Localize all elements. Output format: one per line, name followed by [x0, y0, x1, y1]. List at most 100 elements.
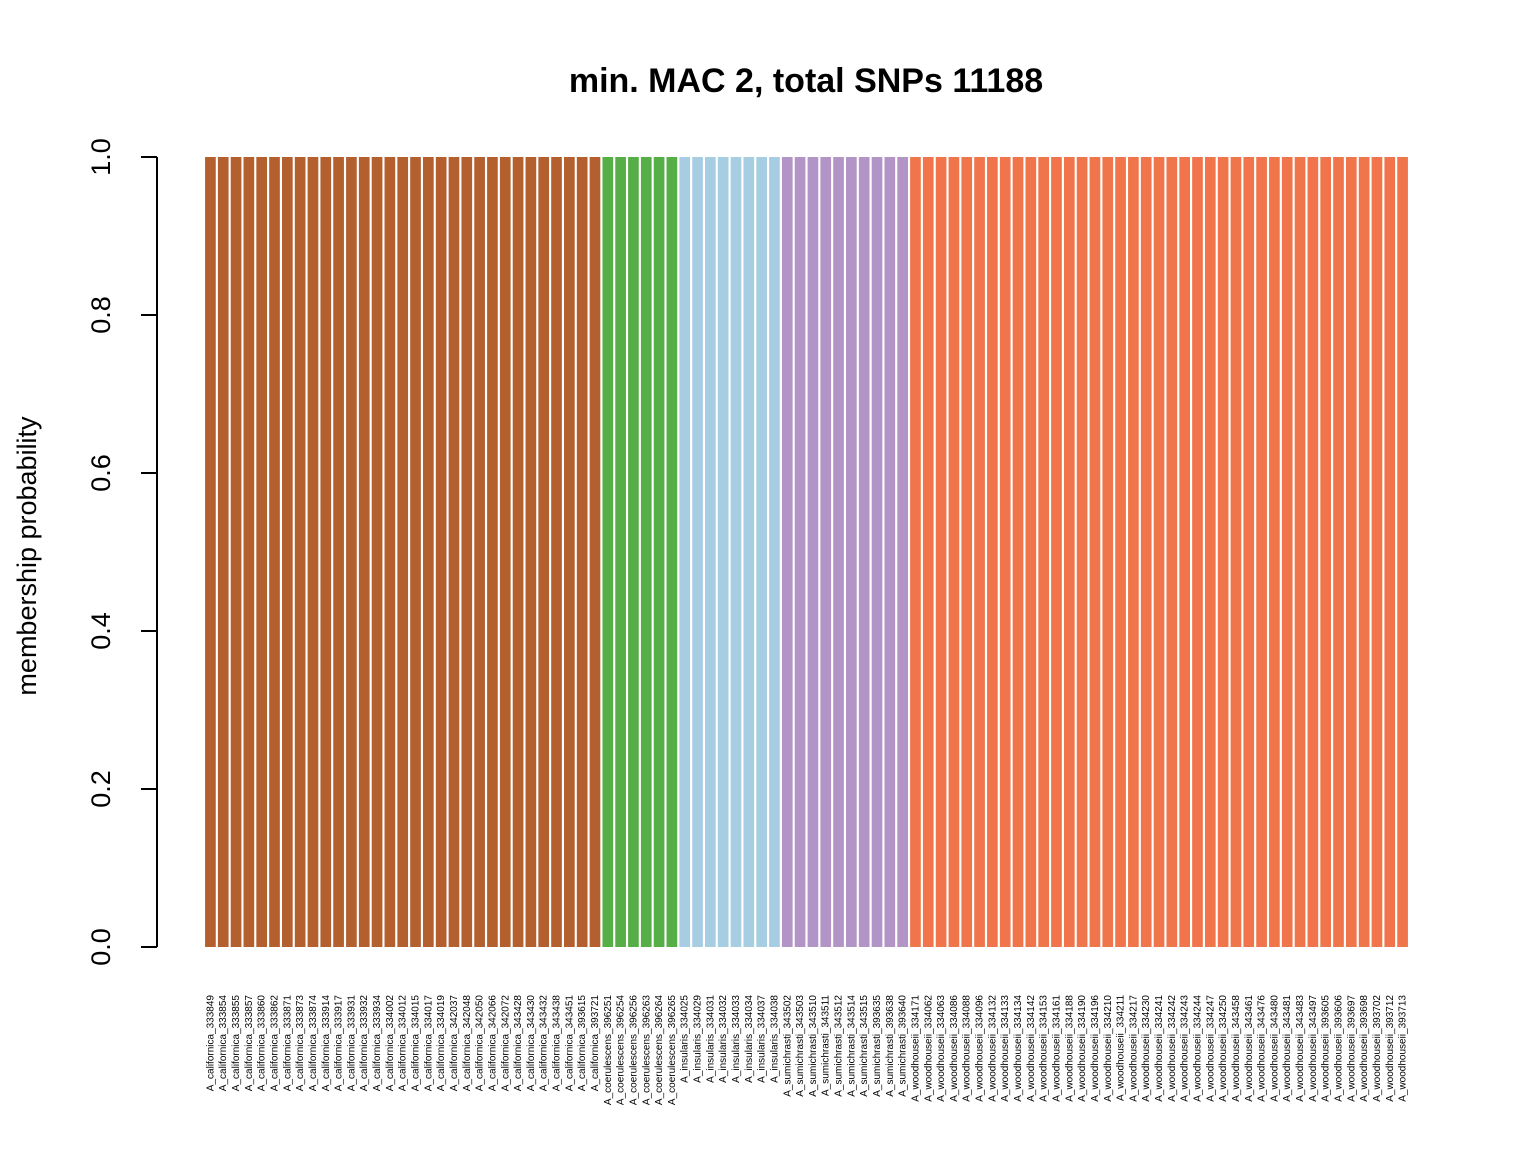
x-tick-label: A_woodhouseii_334086: [949, 995, 960, 1102]
bar-A_californica_334012: [397, 157, 409, 947]
bar-A_coerulescens_396251: [602, 157, 614, 947]
bar-A_californica_333874: [307, 157, 319, 947]
x-tick-label: A_californica_333854: [218, 995, 229, 1092]
x-tick-label: A_sumichrasti_343503: [795, 995, 806, 1097]
bar-A_woodhouseii_334243: [1179, 157, 1191, 947]
bar-A_coerulescens_396263: [640, 157, 652, 947]
bar-A_californica_343438: [551, 157, 562, 947]
x-tick-label: A_woodhouseii_343461: [1244, 995, 1255, 1102]
bar-A_woodhouseii_334096: [974, 157, 985, 947]
bar-A_insularis_334034: [743, 157, 755, 947]
bar-A_californica_333931: [346, 157, 357, 947]
bar-A_sumichrasti_343511: [820, 157, 832, 947]
bar-A_californica_334015: [410, 157, 421, 947]
x-tick-label: A_californica_334015: [411, 995, 422, 1092]
x-tick-label: A_californica_343428: [513, 995, 524, 1092]
x-tick-label: A_woodhouseii_343476: [1257, 995, 1268, 1102]
x-tick-label: A_sumichrasti_343502: [782, 995, 793, 1097]
bar-A_sumichrasti_343503: [794, 157, 806, 947]
x-tick-label: A_coerulescens_396256: [628, 995, 639, 1106]
x-tick-label: A_woodhouseii_334230: [1141, 995, 1152, 1102]
x-tick-label: A_woodhouseii_334188: [1064, 995, 1075, 1102]
bar-A_woodhouseii_334188: [1063, 157, 1075, 947]
x-tick-label: A_woodhouseii_334241: [1154, 995, 1165, 1102]
x-tick-label: A_insularis_334034: [744, 995, 755, 1083]
x-tick-label: A_woodhouseii_334190: [1077, 995, 1088, 1102]
x-tick-label: A_insularis_334031: [705, 995, 716, 1083]
bar-A_sumichrasti_343515: [858, 157, 870, 947]
bar-A_sumichrasti_343512: [833, 157, 844, 947]
x-tick-label: A_woodhouseii_343483: [1295, 995, 1306, 1102]
bar-A_californica_342048: [461, 157, 473, 947]
bar-A_sumichrasti_393638: [884, 157, 896, 947]
x-tick-label: A_californica_334017: [423, 995, 434, 1092]
x-tick-label: A_coerulescens_396251: [603, 995, 614, 1106]
x-tick-label: A_woodhouseii_334134: [1013, 995, 1024, 1102]
x-tick-label: A_woodhouseii_334063: [936, 995, 947, 1102]
bar-A_californica_343432: [538, 157, 550, 947]
bar-A_woodhouseii_334153: [1038, 157, 1049, 947]
x-tick-label: A_californica_342048: [462, 995, 473, 1092]
x-tick-label: A_woodhouseii_334161: [1051, 995, 1062, 1102]
x-tick-label: A_woodhouseii_393713: [1398, 995, 1409, 1102]
x-tick-label: A_woodhouseii_334062: [923, 995, 934, 1102]
bar-A_insularis_334029: [692, 157, 703, 947]
x-tick-label: A_woodhouseii_334196: [1090, 995, 1101, 1102]
bar-A_californica_333934: [371, 157, 383, 947]
x-tick-label: A_californica_333874: [308, 995, 319, 1092]
bar-A_californica_333873: [294, 157, 306, 947]
bar-A_californica_343430: [525, 157, 537, 947]
x-tick-label: A_californica_342050: [475, 995, 486, 1092]
bar-A_californica_342037: [448, 157, 460, 947]
bar-A_woodhouseii_334190: [1076, 157, 1088, 947]
x-tick-label: A_californica_333871: [282, 995, 293, 1092]
bar-A_californica_343451: [564, 157, 575, 947]
x-tick-label: A_woodhouseii_343497: [1308, 995, 1319, 1102]
bar-A_insularis_334025: [679, 157, 691, 947]
bar-A_woodhouseii_334132: [987, 157, 998, 947]
x-tick-label: A_insularis_334038: [769, 995, 780, 1083]
x-tick-label: A_californica_393721: [590, 995, 601, 1092]
bar-A_sumichrasti_343502: [781, 157, 793, 947]
x-tick-label: A_sumichrasti_343510: [808, 995, 819, 1097]
x-tick-label: A_woodhouseii_393702: [1372, 995, 1383, 1102]
x-tick-label: A_woodhouseii_393606: [1333, 995, 1344, 1102]
bar-A_californica_333871: [281, 157, 293, 947]
x-tick-label: A_woodhouseii_334247: [1205, 995, 1216, 1102]
x-tick-label: A_woodhouseii_334244: [1192, 995, 1203, 1102]
bar-A_woodhouseii_334244: [1192, 157, 1203, 947]
y-tick-label: 0.0: [86, 928, 116, 966]
y-tick-label: 0.6: [86, 454, 116, 492]
bar-A_woodhouseii_334134: [1012, 157, 1024, 947]
bar-A_woodhouseii_343458: [1230, 157, 1242, 947]
x-tick-label: A_woodhouseii_393698: [1359, 995, 1370, 1102]
x-tick-label: A_insularis_334032: [718, 995, 729, 1083]
x-tick-label: A_californica_333917: [334, 995, 345, 1092]
bar-A_woodhouseii_334062: [922, 157, 934, 947]
bar-A_woodhouseii_334133: [999, 157, 1011, 947]
bar-A_woodhouseii_343480: [1269, 157, 1280, 947]
x-tick-label: A_woodhouseii_334142: [1026, 995, 1037, 1102]
x-tick-label: A_sumichrasti_393638: [885, 995, 896, 1097]
x-tick-label: A_woodhouseii_334088: [962, 995, 973, 1102]
bar-A_woodhouseii_334241: [1153, 157, 1165, 947]
x-tick-label: A_californica_333855: [231, 995, 242, 1092]
bar-A_californica_334019: [435, 157, 447, 947]
x-tick-label: A_sumichrasti_343514: [846, 995, 857, 1097]
bar-A_insularis_334033: [730, 157, 742, 947]
bar-A_woodhouseii_334171: [910, 157, 921, 947]
bar-A_sumichrasti_393635: [871, 157, 883, 947]
x-tick-label: A_sumichrasti_343515: [859, 995, 870, 1097]
bar-A_woodhouseii_393698: [1358, 157, 1370, 947]
x-tick-label: A_woodhouseii_334153: [1039, 995, 1050, 1102]
x-tick-label: A_californica_334012: [398, 995, 409, 1092]
bar-A_californica_393615: [576, 157, 588, 947]
bar-A_woodhouseii_334242: [1166, 157, 1178, 947]
bar-A_woodhouseii_334247: [1204, 157, 1216, 947]
x-tick-label: A_woodhouseii_393697: [1346, 995, 1357, 1102]
bar-A_woodhouseii_343483: [1294, 157, 1306, 947]
x-tick-label: A_californica_333862: [270, 995, 281, 1092]
y-axis: 0.0 0.2 0.4 0.6 0.8 1.0: [86, 138, 158, 966]
bar-A_insularis_334038: [769, 157, 780, 947]
